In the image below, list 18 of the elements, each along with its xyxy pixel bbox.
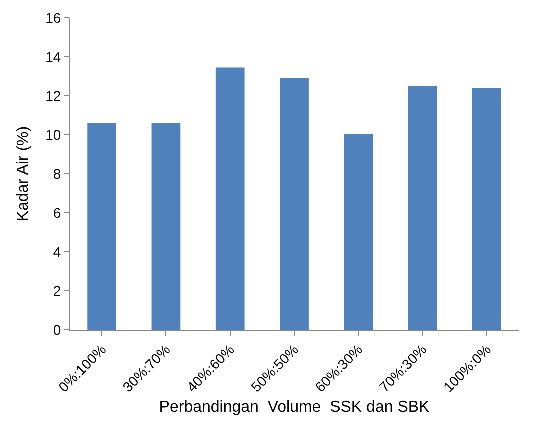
bar (472, 88, 502, 330)
bar (344, 134, 374, 330)
bar (408, 86, 438, 330)
y-tick-label: 16 (46, 10, 62, 26)
y-tick-label: 12 (46, 88, 62, 104)
y-axis-title: Kadar Air (%) (15, 126, 32, 222)
y-tick-label: 2 (53, 282, 62, 299)
y-tick-label: 14 (46, 48, 62, 65)
x-axis-title: Perbandingan Volume SSK dan SBK (159, 398, 430, 416)
bar (216, 68, 245, 330)
y-tick-label: 10 (46, 126, 62, 143)
bar (88, 123, 116, 330)
bar (280, 78, 309, 330)
y-tick-label: 4 (53, 244, 62, 260)
y-tick-label: 6 (53, 204, 62, 221)
y-tick-label: 0 (53, 322, 62, 338)
bar (152, 123, 181, 330)
y-tick-label: 8 (53, 166, 62, 182)
